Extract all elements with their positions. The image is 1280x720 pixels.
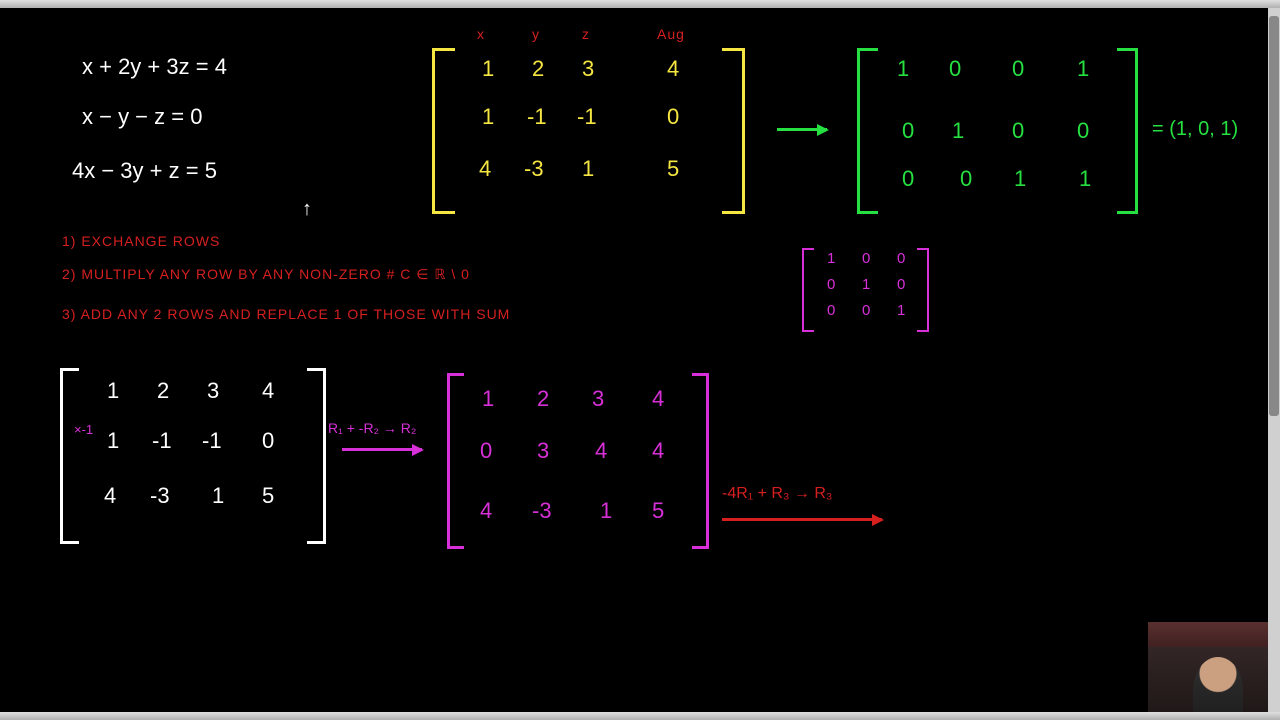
ms2-r3c1: 4 [480,498,492,524]
rule-1: 1) Exchange rows [62,233,220,249]
webcam-background [1148,622,1268,647]
ms1-r1c4: 4 [262,378,274,404]
ms1-r3c2: -3 [150,483,170,509]
mg-r3c1: 0 [902,166,914,192]
solution-text: = (1, 0, 1) [1152,118,1238,141]
matrix-green-rbracket [1117,48,1138,214]
my-r1c4: 4 [667,56,679,82]
matrix-step2-rbracket [692,373,709,549]
col-header-z: z [582,26,590,42]
my-r2c4: 0 [667,104,679,130]
ms1-r1c1: 1 [107,378,119,404]
ms1-r3c3: 1 [212,483,224,509]
my-r1c3: 3 [582,56,594,82]
rule-3: 3) Add any 2 rows and replace 1 of those… [62,306,510,322]
mg-r3c2: 0 [960,166,972,192]
ms2-r2c1: 0 [480,438,492,464]
ms2-r3c2: -3 [532,498,552,524]
ms1-r3c1: 4 [104,483,116,509]
mg-r2c2: 1 [952,118,964,144]
my-r2c2: -1 [527,104,547,130]
mi-r3c3: 1 [897,302,905,319]
webcam-overlay [1148,619,1268,712]
blackboard-canvas: x + 2y + 3z = 4 x − y − z = 0 4x − 3y + … [2,8,1268,712]
equation-3: 4x − 3y + z = 5 [72,158,217,184]
mg-r1c4: 1 [1077,56,1089,82]
ms1-r2c3: -1 [202,428,222,454]
mi-r2c2: 1 [862,276,870,293]
mg-r3c4: 1 [1079,166,1091,192]
window-statusbar [0,712,1280,720]
row-annotation: ×-1 [74,422,93,437]
matrix-step1-lbracket [60,368,79,544]
matrix-yellow-lbracket [432,48,455,214]
scrollbar-thumb[interactable] [1269,16,1279,416]
mi-r3c1: 0 [827,302,835,319]
matrix-id-lbracket [802,248,814,332]
equation-1: x + 2y + 3z = 4 [82,54,227,80]
ms2-r2c4: 4 [652,438,664,464]
ms1-r1c2: 2 [157,378,169,404]
row-op-1-arrow [342,448,422,451]
my-r3c2: -3 [524,156,544,182]
webcam-person [1193,657,1243,712]
col-header-x: x [477,26,485,42]
ms1-r2c4: 0 [262,428,274,454]
window-titlebar [0,0,1280,8]
my-r1c1: 1 [482,56,494,82]
ms2-r2c2: 3 [537,438,549,464]
mg-r3c3: 1 [1014,166,1026,192]
matrix-green-lbracket [857,48,878,214]
vertical-scrollbar[interactable] [1268,8,1280,712]
arrow-to-rref [777,128,827,131]
mg-r1c1: 1 [897,56,909,82]
mi-r1c3: 0 [897,250,905,267]
ms1-r1c3: 3 [207,378,219,404]
ms2-r1c2: 2 [537,386,549,412]
equation-2: x − y − z = 0 [82,104,202,130]
matrix-step1-rbracket [307,368,326,544]
my-r2c1: 1 [482,104,494,130]
ms2-r1c4: 4 [652,386,664,412]
matrix-step2-lbracket [447,373,464,549]
row-op-2-label: -4R₁ + R₃ → R₃ [722,485,832,503]
my-r3c3: 1 [582,156,594,182]
ms2-r1c3: 3 [592,386,604,412]
row-op-1-label: R₁ + -R₂ → R₂ [328,420,416,436]
mg-r2c3: 0 [1012,118,1024,144]
matrix-yellow-rbracket [722,48,745,214]
my-r1c2: 2 [532,56,544,82]
matrix-id-rbracket [917,248,929,332]
mg-r1c3: 0 [1012,56,1024,82]
mi-r1c1: 1 [827,250,835,267]
mi-r2c3: 0 [897,276,905,293]
ms2-r2c3: 4 [595,438,607,464]
up-arrow-mark: ↑ [302,198,312,221]
col-header-aug: Aug [657,26,685,42]
mi-r2c1: 0 [827,276,835,293]
mg-r1c2: 0 [949,56,961,82]
mg-r2c1: 0 [902,118,914,144]
my-r2c3: -1 [577,104,597,130]
ms2-r3c4: 5 [652,498,664,524]
ms1-r3c4: 5 [262,483,274,509]
ms1-r2c1: 1 [107,428,119,454]
row-op-2-arrow [722,518,882,521]
my-r3c4: 5 [667,156,679,182]
my-r3c1: 4 [479,156,491,182]
ms2-r1c1: 1 [482,386,494,412]
mg-r2c4: 0 [1077,118,1089,144]
rule-2: 2) Multiply any row by any non-zero # c … [62,266,470,283]
mi-r1c2: 0 [862,250,870,267]
ms2-r3c3: 1 [600,498,612,524]
ms1-r2c2: -1 [152,428,172,454]
col-header-y: y [532,26,540,42]
mi-r3c2: 0 [862,302,870,319]
